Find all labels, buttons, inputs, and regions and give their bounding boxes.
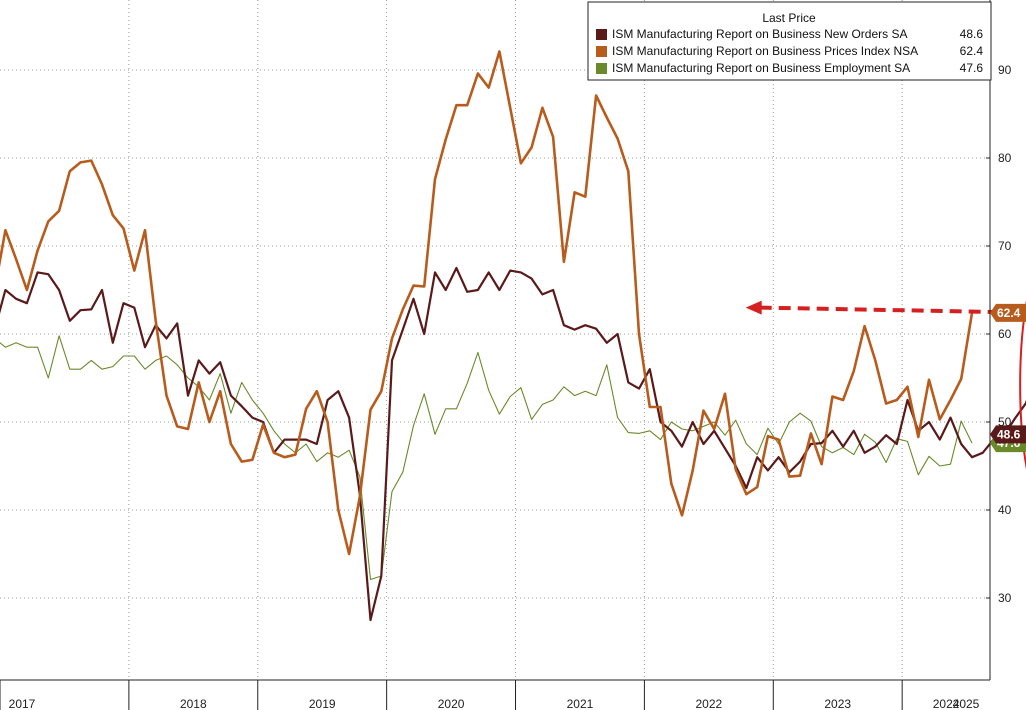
legend-series-name: ISM Manufacturing Report on Business New…	[612, 27, 907, 41]
legend: Last Price ISM Manufacturing Report on B…	[587, 1, 992, 81]
badge-value: 48.6	[997, 427, 1021, 441]
y-tick-label: 70	[998, 239, 1012, 253]
series-line	[0, 335, 973, 581]
legend-series-last: 62.4	[960, 44, 984, 58]
series-lines	[0, 50, 1026, 622]
dashed-arrow-line	[759, 305, 1026, 315]
legend-series-name: ISM Manufacturing Report on Business Pri…	[612, 44, 918, 58]
x-year-label: 2024	[933, 697, 960, 710]
badge-shape	[990, 425, 1026, 444]
y-tick-label: 80	[998, 151, 1012, 165]
grid	[0, 0, 990, 678]
x-year-label: 2020	[438, 697, 465, 710]
x-year-label: 2018	[180, 697, 207, 710]
x-year-label: 2017	[9, 697, 36, 710]
y-tick-label: 40	[998, 503, 1012, 517]
legend-swatch	[596, 29, 607, 40]
y-tick-label: 60	[998, 327, 1012, 341]
legend-series-last: 48.6	[960, 27, 984, 41]
badge-value: 62.4	[997, 306, 1021, 320]
y-tick-label: 30	[998, 591, 1012, 605]
legend-series-name: ISM Manufacturing Report on Business Emp…	[612, 61, 910, 75]
legend-swatch	[596, 63, 607, 74]
x-year-label: 2022	[695, 697, 722, 710]
x-year-label: 2025	[953, 697, 980, 710]
x-year-label: 2019	[309, 697, 336, 710]
legend-box	[587, 1, 992, 81]
y-tick-label: 90	[998, 63, 1012, 77]
series-line	[0, 266, 1026, 622]
legend-header: Last Price	[762, 11, 816, 25]
highlight-ellipse	[1019, 300, 1026, 470]
last-value-badge: 48.6	[990, 425, 1026, 444]
legend-swatch	[596, 46, 607, 57]
series-line	[0, 50, 974, 556]
badge-shape	[990, 303, 1026, 322]
arrow-head	[745, 300, 762, 315]
legend-series-last: 47.6	[960, 61, 984, 75]
x-year-label: 2021	[567, 697, 594, 710]
last-value-badge: 62.4	[990, 303, 1026, 322]
x-year-label: 2023	[824, 697, 851, 710]
